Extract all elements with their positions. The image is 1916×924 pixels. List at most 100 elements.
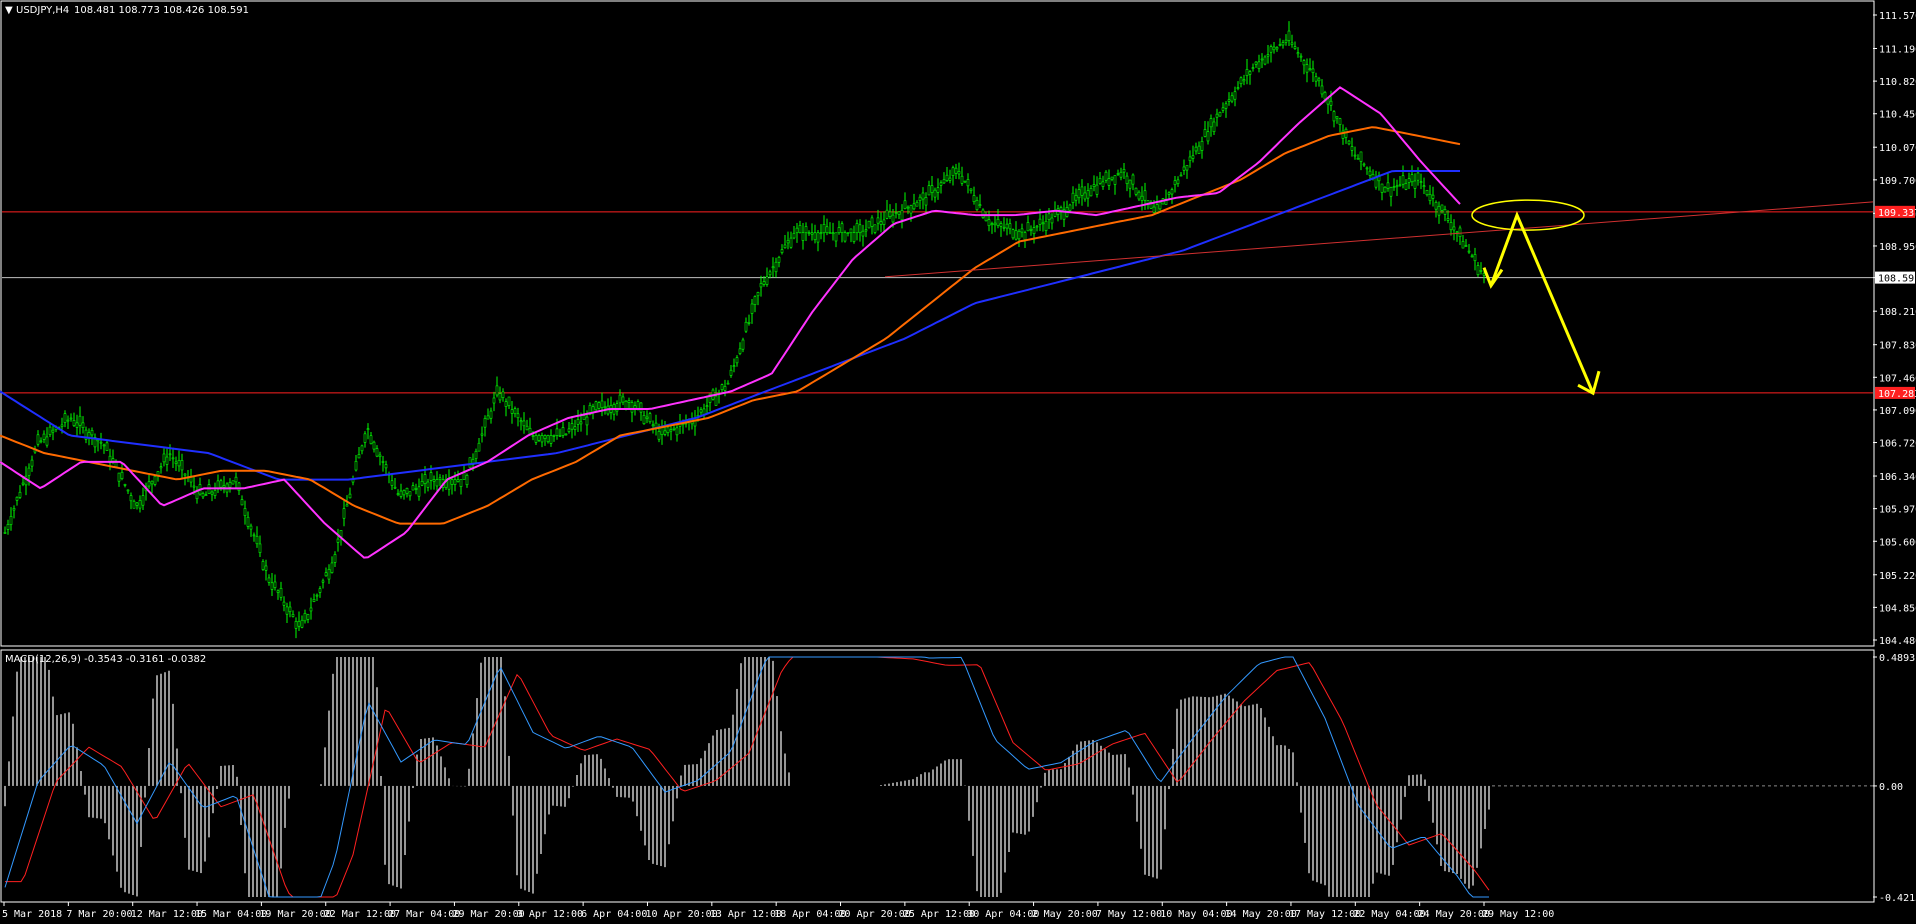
candle (1302, 60, 1306, 66)
time-tick-label: 15 Mar 04:00 (195, 909, 267, 920)
candle (1062, 209, 1066, 220)
candle (957, 171, 961, 175)
candle (531, 435, 535, 437)
candle (1083, 192, 1087, 200)
candle (1251, 67, 1255, 69)
candle (909, 205, 913, 214)
candle (105, 442, 109, 451)
candle (333, 554, 337, 563)
candle (876, 217, 880, 224)
candle (1206, 131, 1210, 142)
candle (720, 384, 724, 390)
candle (1047, 213, 1051, 220)
candle (1461, 241, 1465, 249)
candle (1374, 177, 1378, 188)
candle (1110, 176, 1114, 180)
candle (1140, 195, 1144, 201)
candle (1440, 204, 1444, 211)
candle (306, 614, 310, 620)
candle (378, 454, 382, 458)
candle (1296, 52, 1300, 55)
candle (822, 223, 826, 234)
candle (732, 365, 736, 367)
candle (855, 223, 859, 234)
time-tick-label: 12 Mar 12:00 (131, 909, 203, 920)
candle (1269, 46, 1273, 53)
price-tick-label: 110.820 (1879, 77, 1916, 88)
candle (987, 219, 991, 227)
candle (636, 401, 640, 410)
candle (93, 437, 97, 448)
price-tick-label: 109.700 (1879, 176, 1916, 187)
candle (1221, 107, 1225, 111)
candle (1050, 217, 1054, 224)
candle (558, 435, 562, 437)
candle (1194, 146, 1198, 152)
candle (267, 577, 271, 583)
candle (60, 424, 64, 427)
candle (741, 339, 745, 350)
candle (891, 214, 895, 223)
candle (300, 619, 304, 628)
candle (1002, 226, 1006, 229)
candle (579, 421, 583, 425)
candle (735, 357, 739, 364)
candle (360, 445, 364, 452)
candle (1191, 155, 1195, 159)
candle (1434, 202, 1438, 210)
candle (1401, 175, 1405, 185)
candle (1281, 42, 1285, 46)
chart-dropdown-icon[interactable]: ▼ (5, 5, 13, 16)
candle (1257, 61, 1261, 69)
candle (828, 232, 832, 234)
candle (1359, 151, 1363, 162)
candle (786, 240, 790, 244)
candle (51, 429, 55, 433)
candle (924, 197, 928, 206)
candle (1350, 146, 1354, 151)
candle (42, 433, 46, 440)
candle (864, 229, 868, 232)
candle (927, 185, 931, 196)
time-tick-label: 10 Apr 20:00 (645, 909, 717, 920)
candle (576, 419, 580, 425)
candle (1038, 218, 1042, 225)
candle (1389, 187, 1393, 197)
candle (501, 391, 505, 398)
candle (1170, 189, 1174, 195)
macd-series (4, 656, 1873, 898)
candle (279, 588, 283, 598)
candle (1422, 185, 1426, 188)
candle (1413, 180, 1417, 189)
candle (1212, 121, 1216, 132)
time-tick-label: 14 May 20:00 (1225, 909, 1297, 920)
candle (84, 429, 88, 440)
candle (879, 221, 883, 225)
candle (249, 525, 253, 530)
candle (765, 276, 769, 285)
candle (90, 430, 94, 436)
candle (345, 504, 349, 507)
price-tick-label: 107.460 (1879, 373, 1916, 384)
symbol-header: USDJPY,H4 (16, 5, 69, 16)
candle (1080, 186, 1084, 196)
candle (213, 490, 217, 496)
candle (1029, 228, 1033, 231)
candle (324, 572, 328, 577)
candle (996, 218, 1000, 226)
candle (261, 561, 265, 570)
time-tick-label: 7 May 12:00 (1096, 909, 1162, 920)
candle (960, 175, 964, 184)
candle (549, 435, 553, 444)
candle (123, 484, 127, 486)
candle (714, 395, 718, 406)
macd-tick-label: 0.4893 (1879, 653, 1915, 664)
target-ellipse (1471, 199, 1585, 231)
candle (138, 500, 142, 509)
candle (273, 581, 277, 588)
candle (366, 428, 370, 430)
candle (417, 486, 421, 497)
candle (234, 476, 238, 483)
